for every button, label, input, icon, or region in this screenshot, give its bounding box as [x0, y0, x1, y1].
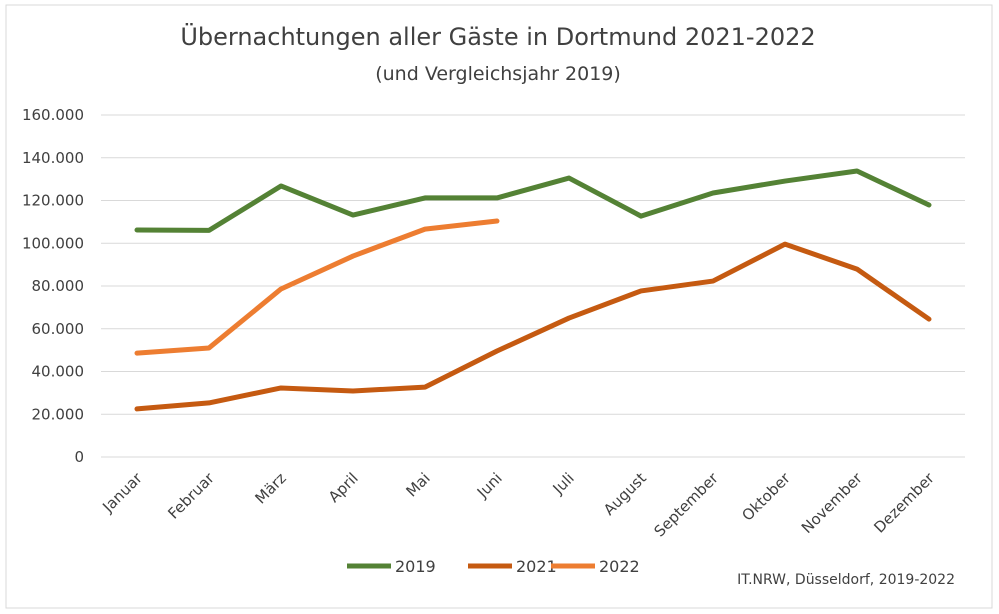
line-series [134, 168, 932, 233]
chart-title: Übernachtungen aller Gäste in Dortmund 2… [180, 22, 815, 51]
y-tick-label: 80.000 [32, 277, 85, 295]
y-tick-label: 160.000 [22, 106, 84, 124]
y-tick-label: 120.000 [22, 192, 84, 210]
legend-label: 2022 [599, 557, 640, 576]
legend-label: 2021 [516, 557, 557, 576]
chart-border [5, 4, 993, 609]
y-tick-label: 60.000 [32, 320, 85, 338]
chart-subtitle: (und Vergleichsjahr 2019) [375, 63, 621, 85]
y-tick-label: 0 [74, 448, 84, 466]
legend-label: 2019 [395, 557, 436, 576]
line-series [134, 218, 500, 356]
y-tick-label: 20.000 [32, 405, 85, 423]
y-tick-label: 140.000 [22, 149, 84, 167]
source-note: IT.NRW, Düsseldorf, 2019-2022 [737, 572, 955, 588]
line-series [134, 241, 932, 412]
y-tick-label: 40.000 [32, 363, 85, 381]
y-tick-label: 100.000 [22, 234, 84, 252]
